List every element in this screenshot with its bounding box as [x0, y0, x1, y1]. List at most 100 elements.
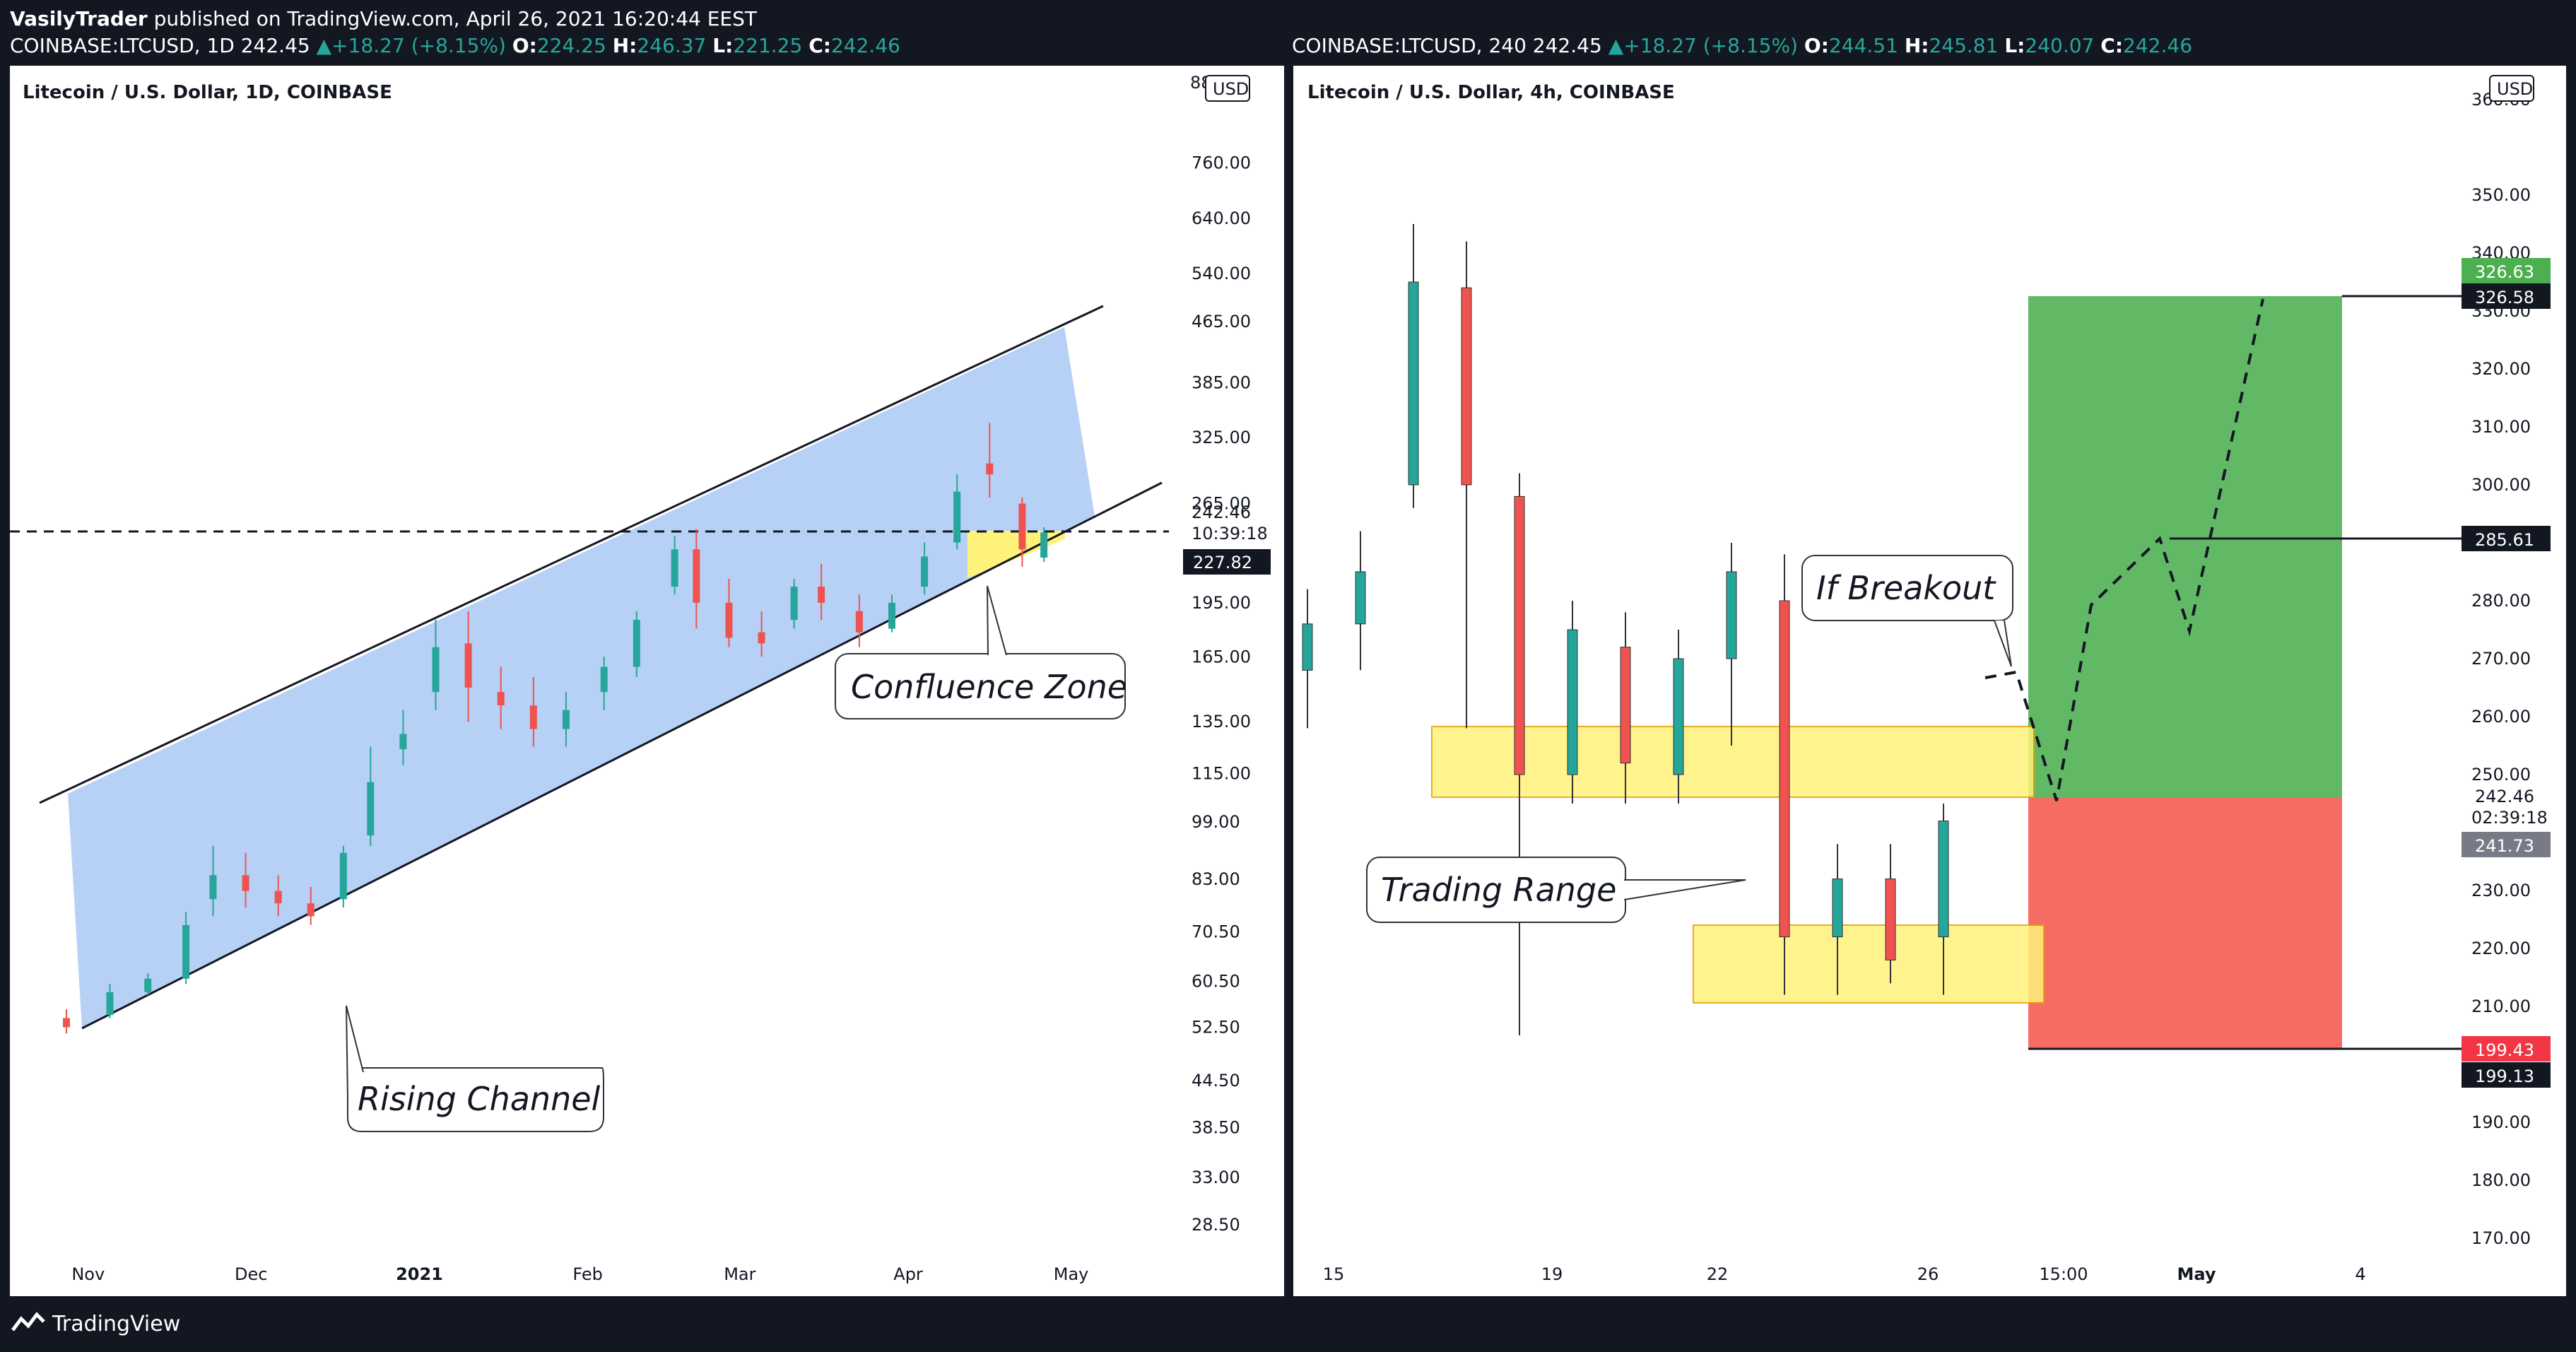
- y-tick-label: 38.50: [1192, 1117, 1240, 1137]
- countdown-label: 10:39:18: [1192, 524, 1268, 543]
- chart-title-left: Litecoin / U.S. Dollar, 1D, COINBASE: [23, 82, 392, 103]
- x-tick-label: 19: [1541, 1264, 1563, 1284]
- author-name[interactable]: VasilyTrader: [10, 7, 148, 30]
- currency-button[interactable]: [1205, 75, 1250, 102]
- channel-upper-line[interactable]: [39, 305, 1104, 804]
- candle-body: [633, 620, 640, 667]
- candle-body: [888, 602, 895, 629]
- candle-body: [600, 666, 608, 693]
- x-tick-label: May: [1054, 1264, 1089, 1284]
- x-tick-label: Feb: [572, 1264, 603, 1284]
- if-breakout-callout[interactable]: [1801, 555, 2013, 621]
- projected-path: [1984, 298, 2264, 801]
- candle-body: [1885, 878, 1896, 960]
- stop-top-badge: [2462, 1036, 2551, 1062]
- y-tick-label: 760.00: [1192, 153, 1251, 172]
- x-tick-label: May: [2177, 1264, 2216, 1284]
- x-tick-label: 2021: [396, 1264, 443, 1284]
- y-tick-label: 230.00: [2471, 881, 2531, 900]
- y-tick-label: 52.50: [1192, 1017, 1240, 1037]
- candle-body: [1408, 281, 1419, 486]
- candle-body: [106, 992, 114, 1016]
- currency-label: USD: [2497, 79, 2533, 99]
- y-tick-label: 83.00: [1192, 869, 1240, 889]
- candle-body: [497, 692, 505, 706]
- candles-right: [1302, 224, 1949, 1035]
- price-scale-right[interactable]: 350.00340.00330.00320.00310.00300.00290.…: [2471, 185, 2531, 1248]
- x-tick-label: Dec: [235, 1264, 267, 1284]
- y-tick-label: 195.00: [1192, 593, 1251, 613]
- high-label: H:: [612, 34, 637, 57]
- close-label: C:: [2100, 34, 2124, 57]
- y-tick-label: 135.00: [1192, 712, 1251, 731]
- candle-body: [1018, 503, 1026, 550]
- currency-button[interactable]: [2489, 75, 2534, 102]
- trading-range-zone[interactable]: [1693, 924, 2045, 1004]
- candle-body: [274, 890, 282, 904]
- time-axis-right[interactable]: 15 19 22 26 15:00 May 4: [1323, 1264, 2366, 1284]
- up-arrow-icon: ▲: [1608, 34, 1624, 57]
- candle-body: [1726, 571, 1737, 659]
- y-tick-label: 465.00: [1192, 312, 1251, 331]
- tradingview-brand[interactable]: TradingView: [52, 1312, 181, 1336]
- y-tick-label: 325.00: [1192, 428, 1251, 447]
- channel-lower-line[interactable]: [81, 481, 1163, 1030]
- h4-chart-panel[interactable]: 350.00340.00330.00320.00310.00300.00290.…: [1293, 66, 2566, 1296]
- if-breakout-pointer: [1994, 620, 2012, 667]
- y-tick-label: 115.00: [1192, 764, 1251, 784]
- left-close: 242.46: [830, 34, 900, 57]
- candle-body: [1461, 287, 1472, 486]
- trading-range-pointer: [1623, 879, 1746, 900]
- time-axis-left[interactable]: Nov Dec 2021 Feb Mar Apr May: [71, 1264, 1088, 1284]
- loss-zone[interactable]: [2028, 798, 2342, 1049]
- candle-body: [953, 491, 961, 543]
- y-tick-label: 350.00: [2471, 185, 2531, 205]
- open-label: O:: [512, 34, 537, 57]
- countdown-label: 02:39:18: [2471, 808, 2548, 828]
- resistance-zone[interactable]: [1431, 726, 2035, 798]
- stop-badge-label: 199.13: [2475, 1066, 2534, 1086]
- y-tick-label: 540.00: [1192, 264, 1251, 283]
- candle-body: [725, 602, 733, 638]
- daily-chart-panel[interactable]: 760.00 640.00 540.00 465.00 385.00 325.00 265.…: [10, 66, 1284, 1296]
- right-close: 242.46: [2123, 34, 2193, 57]
- candle-body: [1673, 658, 1684, 775]
- level-badge-label: 227.82: [1193, 553, 1252, 572]
- stop-top-badge-label: 199.43: [2475, 1040, 2534, 1060]
- candle-body: [63, 1018, 70, 1028]
- entry-badge-label: 241.73: [2475, 836, 2534, 856]
- candle-body: [562, 710, 570, 729]
- low-label: L:: [2004, 34, 2025, 57]
- y-tick-label: 250.00: [2471, 765, 2531, 784]
- x-tick-label: 15: [1323, 1264, 1345, 1284]
- low-label: L:: [712, 34, 734, 57]
- right-low: 240.07: [2025, 34, 2095, 57]
- candle-body: [758, 632, 765, 644]
- candle-body: [671, 549, 678, 587]
- candle-body: [182, 924, 190, 979]
- candles-left: [63, 423, 1048, 1034]
- y-tick-label: 210.00: [2471, 997, 2531, 1016]
- daily-chart[interactable]: 760.00 640.00 540.00 465.00 385.00 325.00 265.…: [10, 66, 1284, 1296]
- profit-zone[interactable]: [2028, 296, 2342, 798]
- right-open: 244.51: [1828, 34, 1898, 57]
- y-tick-label: 640.00: [1192, 208, 1251, 228]
- left-price: 242.45: [240, 34, 310, 57]
- h4-chart[interactable]: 350.00340.00330.00320.00310.00300.00290.…: [1293, 66, 2566, 1296]
- target-badge-label: 326.58: [2475, 288, 2534, 307]
- y-tick-label: 70.50: [1192, 922, 1240, 942]
- price-scale-left[interactable]: 760.00 640.00 540.00 465.00 385.00 325.00 265.…: [1192, 153, 1251, 1235]
- right-symbol[interactable]: COINBASE:LTCUSD, 240: [1292, 34, 1527, 57]
- candle-body: [144, 978, 152, 992]
- candle-body: [464, 643, 472, 688]
- x-tick-label: 22: [1707, 1264, 1729, 1284]
- publish-info: VasilyTrader published on TradingView.co…: [10, 7, 757, 30]
- candle-body: [1514, 495, 1525, 775]
- level-badge: [1183, 549, 1271, 575]
- target-badge: [2462, 283, 2551, 309]
- y-tick-label: 280.00: [2471, 591, 2531, 611]
- left-symbol[interactable]: COINBASE:LTCUSD, 1D: [10, 34, 235, 57]
- tradingview-logo-icon[interactable]: [11, 1310, 45, 1336]
- y-tick-label: 220.00: [2471, 939, 2531, 958]
- confluence-zone-callout[interactable]: [835, 653, 1126, 719]
